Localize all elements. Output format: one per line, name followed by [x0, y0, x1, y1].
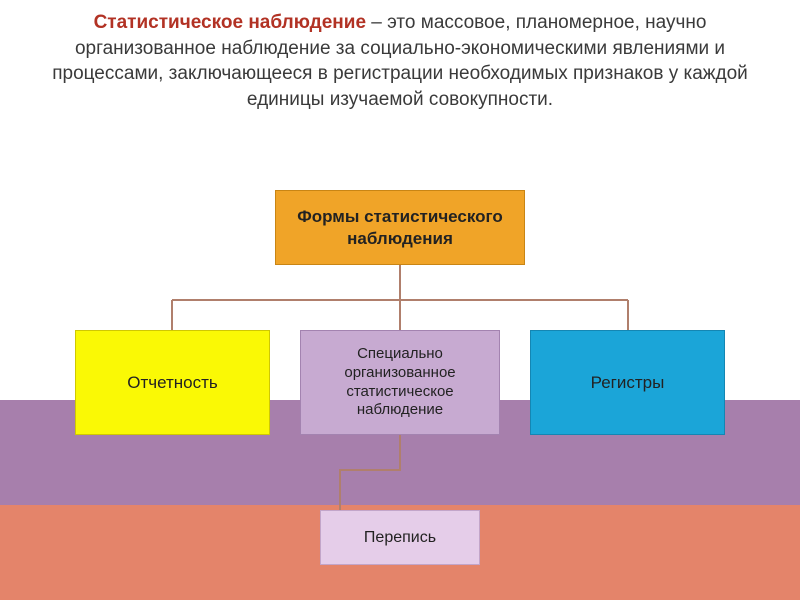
node-child2-label: Специально организованное статистическое… [311, 345, 489, 420]
node-child1: Отчетность [75, 330, 270, 435]
node-child3-label: Регистры [591, 372, 665, 393]
definition-paragraph: Статистическое наблюдение – это массовое… [40, 10, 760, 113]
node-leaf: Перепись [320, 510, 480, 565]
node-root-label: Формы статистического наблюдения [286, 206, 514, 249]
node-child3: Регистры [530, 330, 725, 435]
node-child1-label: Отчетность [127, 372, 218, 393]
node-leaf-label: Перепись [364, 528, 436, 548]
definition-term: Статистическое наблюдение [94, 12, 366, 33]
node-child2: Специально организованное статистическое… [300, 330, 500, 435]
node-root: Формы статистического наблюдения [275, 190, 525, 265]
